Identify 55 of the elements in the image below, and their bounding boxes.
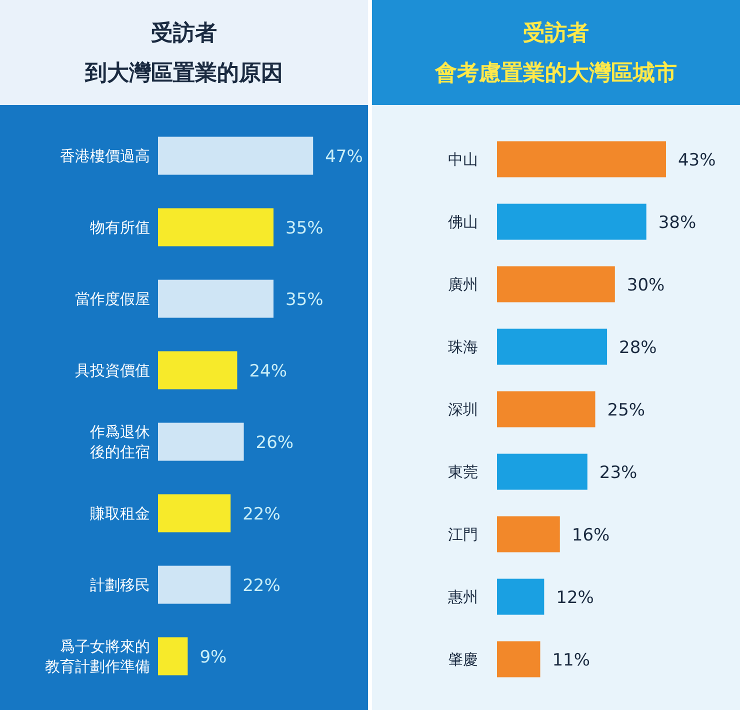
- y-tick-label: 珠海: [448, 338, 478, 356]
- data-label: 35%: [286, 290, 324, 310]
- bar: [158, 351, 238, 390]
- data-label: 47%: [325, 146, 363, 167]
- data-label: 16%: [572, 525, 610, 546]
- data-label: 23%: [599, 462, 638, 483]
- y-tick-label: 當作度假屋: [75, 290, 150, 308]
- data-label: 38%: [658, 212, 696, 233]
- bar: [497, 328, 608, 365]
- data-label: 9%: [200, 647, 227, 668]
- data-label: 22%: [242, 576, 280, 596]
- bar: [497, 641, 540, 678]
- bar: [158, 136, 314, 175]
- bar: [158, 280, 274, 318]
- bar: [497, 578, 544, 615]
- data-label: 25%: [607, 400, 646, 420]
- bar: [497, 516, 560, 552]
- bar: [497, 204, 646, 240]
- data-label: 12%: [556, 588, 594, 608]
- y-tick-label: 物有所值: [90, 218, 150, 236]
- y-tick-label: 中山: [448, 150, 478, 168]
- bar: [158, 208, 274, 246]
- chart-title: 受訪者: [523, 20, 589, 46]
- y-tick-label: 惠州: [447, 588, 478, 606]
- chart-title: 受訪者: [151, 20, 217, 46]
- bar: [497, 391, 596, 428]
- y-tick-label: 賺取租金: [90, 504, 150, 522]
- bar: [158, 494, 231, 532]
- data-label: 22%: [242, 504, 280, 524]
- data-label: 26%: [256, 432, 294, 453]
- y-tick-label: 廣州: [448, 275, 478, 294]
- y-tick-label: 江門: [448, 525, 478, 544]
- y-tick-label: 爲子女將來的教育計劃作準備: [45, 637, 150, 676]
- data-label: 24%: [249, 361, 287, 382]
- data-label: 28%: [619, 338, 657, 358]
- bar: [158, 422, 244, 461]
- chart-subtitle: 到大灣區置業的原因: [84, 61, 283, 86]
- y-tick-label: 東莞: [448, 462, 478, 481]
- y-tick-label: 計劃移民: [90, 576, 150, 594]
- bar: [497, 454, 588, 490]
- bar: [497, 141, 666, 178]
- data-label: 43%: [678, 150, 716, 170]
- bar: [497, 266, 615, 302]
- bar: [158, 637, 188, 676]
- bar: [158, 566, 231, 604]
- y-tick-label: 佛山: [448, 212, 478, 231]
- data-label: 35%: [286, 218, 324, 238]
- y-tick-label: 具投資價值: [75, 361, 150, 380]
- y-tick-label: 深圳: [448, 400, 478, 418]
- y-tick-label: 肇慶: [448, 650, 478, 668]
- y-tick-label: 香港樓價過高: [60, 146, 150, 165]
- chart-subtitle: 會考慮置業的大灣區城市: [434, 60, 677, 86]
- data-label: 30%: [626, 275, 665, 296]
- y-tick-label: 作爲退休後的住宿: [89, 422, 150, 461]
- data-label: 11%: [552, 650, 590, 670]
